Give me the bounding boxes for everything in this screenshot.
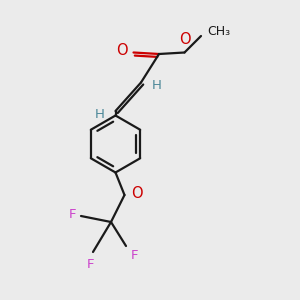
Text: CH₃: CH₃ (208, 25, 231, 38)
Text: F: F (130, 249, 138, 262)
Text: H: H (95, 107, 105, 121)
Text: O: O (131, 186, 143, 201)
Text: H: H (152, 79, 161, 92)
Text: F: F (86, 258, 94, 271)
Text: O: O (116, 44, 128, 59)
Text: F: F (69, 208, 76, 221)
Text: O: O (179, 32, 190, 47)
